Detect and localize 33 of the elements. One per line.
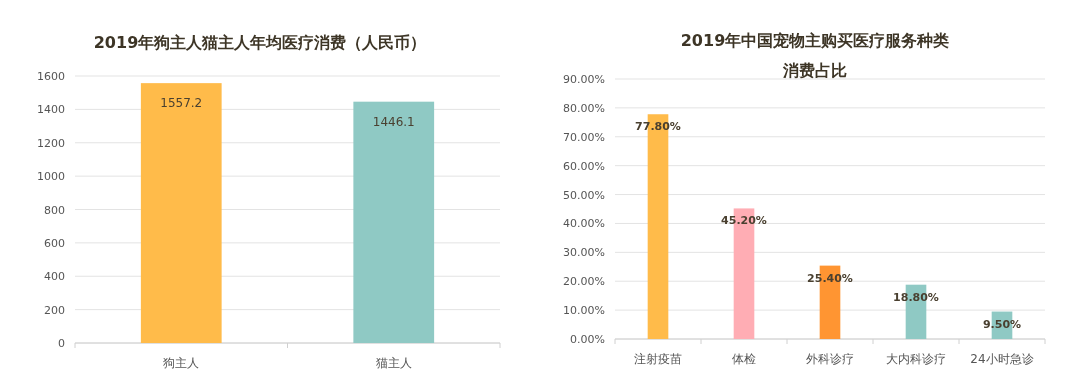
x-tick-label: 体检 <box>732 352 756 366</box>
y-tick-label: 1200 <box>37 136 65 150</box>
y-tick-label: 60.00% <box>563 159 605 173</box>
y-tick-label: 70.00% <box>563 130 605 144</box>
x-tick-label: 狗主人 <box>163 356 200 370</box>
y-tick-label: 10.00% <box>563 304 605 318</box>
x-tick-label: 24小时急诊 <box>970 352 1034 366</box>
y-tick-label: 40.00% <box>563 217 605 231</box>
chart-title: 2019年狗主人猫主人年均医疗消费（人民币） <box>93 33 427 52</box>
y-tick-label: 50.00% <box>563 188 605 202</box>
data-label: 45.20% <box>721 214 767 228</box>
y-tick-label: 0.00% <box>570 333 605 346</box>
y-tick-label: 400 <box>44 270 65 284</box>
data-label: 1446.1 <box>372 114 415 129</box>
chart-subtitle: 消费占比 <box>782 61 847 80</box>
y-tick-label: 20.00% <box>563 275 605 289</box>
y-tick-label: 80.00% <box>563 101 605 115</box>
y-tick-label: 600 <box>44 236 65 250</box>
y-tick-label: 200 <box>44 303 65 317</box>
data-label: 18.80% <box>893 290 939 304</box>
y-tick-label: 1000 <box>37 170 65 184</box>
y-tick-label: 1600 <box>37 70 65 83</box>
chart-title: 2019年中国宠物主购买医疗服务种类 <box>680 31 950 50</box>
x-tick-label: 猫主人 <box>375 356 412 370</box>
data-label: 1557.2 <box>160 96 203 111</box>
x-tick-label: 外科诊疗 <box>806 352 854 366</box>
x-tick-label: 大内科诊疗 <box>886 352 946 366</box>
y-tick-label: 1400 <box>37 103 65 117</box>
y-tick-label: 800 <box>44 203 65 217</box>
y-tick-label: 0 <box>58 337 65 350</box>
y-tick-label: 30.00% <box>563 246 605 260</box>
y-tick-label: 90.00% <box>563 73 605 86</box>
x-tick-label: 注射疫苗 <box>634 352 682 366</box>
